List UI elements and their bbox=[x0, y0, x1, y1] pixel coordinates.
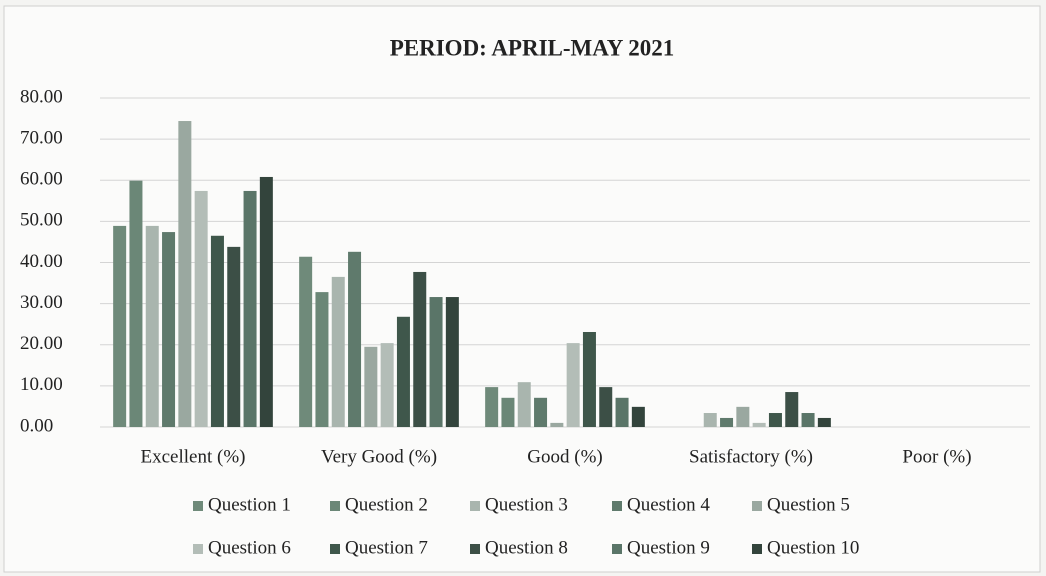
y-tick-label: 40.00 bbox=[20, 251, 63, 272]
x-tick-label: Satisfactory (%) bbox=[689, 446, 813, 467]
bar bbox=[348, 251, 362, 427]
legend-swatch bbox=[193, 501, 203, 511]
legend-label: Question 10 bbox=[767, 537, 859, 558]
bar bbox=[445, 297, 459, 427]
bar bbox=[210, 235, 224, 427]
bar bbox=[396, 316, 410, 427]
bar bbox=[429, 297, 443, 427]
y-tick-label: 0.00 bbox=[20, 415, 53, 436]
bar bbox=[413, 271, 427, 427]
bar bbox=[615, 397, 629, 427]
bar bbox=[178, 121, 192, 427]
bar bbox=[785, 392, 799, 427]
bar bbox=[243, 190, 257, 427]
legend-swatch bbox=[752, 501, 762, 511]
bar bbox=[517, 382, 531, 427]
bar bbox=[566, 343, 580, 427]
bar bbox=[145, 225, 159, 427]
legend-swatch bbox=[330, 501, 340, 511]
chart-frame bbox=[3, 5, 1041, 573]
y-tick-label: 20.00 bbox=[20, 333, 63, 354]
bar bbox=[599, 387, 613, 427]
bar bbox=[162, 232, 176, 427]
y-tick-label: 80.00 bbox=[20, 86, 63, 107]
x-tick-label: Very Good (%) bbox=[321, 446, 437, 467]
legend-label: Question 1 bbox=[208, 494, 291, 515]
x-tick-label: Good (%) bbox=[527, 446, 602, 467]
legend-label: Question 3 bbox=[485, 494, 568, 515]
legend-swatch bbox=[193, 544, 203, 554]
bar bbox=[768, 413, 782, 427]
x-tick-label: Poor (%) bbox=[902, 446, 971, 467]
y-tick-label: 60.00 bbox=[20, 169, 63, 190]
bar bbox=[331, 276, 345, 427]
bar bbox=[501, 397, 515, 427]
legend-swatch bbox=[612, 544, 622, 554]
y-tick-label: 70.00 bbox=[20, 127, 63, 148]
bar bbox=[801, 413, 815, 427]
bar bbox=[227, 246, 241, 427]
legend-label: Question 6 bbox=[208, 537, 291, 558]
bar bbox=[259, 176, 273, 427]
y-tick-label: 30.00 bbox=[20, 292, 63, 313]
bar bbox=[703, 413, 717, 427]
chart-title: PERIOD: APRIL-MAY 2021 bbox=[390, 35, 675, 60]
bar bbox=[113, 225, 127, 427]
bar bbox=[582, 332, 596, 427]
y-tick-label: 10.00 bbox=[20, 374, 63, 395]
bar bbox=[299, 256, 313, 427]
bar bbox=[129, 180, 143, 427]
legend-swatch bbox=[752, 544, 762, 554]
legend-label: Question 5 bbox=[767, 494, 850, 515]
bar bbox=[752, 422, 766, 427]
legend-label: Question 4 bbox=[627, 494, 710, 515]
legend-label: Question 9 bbox=[627, 537, 710, 558]
bar bbox=[631, 406, 645, 427]
bar bbox=[485, 387, 499, 427]
legend-swatch bbox=[470, 544, 480, 554]
x-tick-label: Excellent (%) bbox=[141, 446, 246, 467]
bar bbox=[194, 190, 208, 427]
legend-swatch bbox=[470, 501, 480, 511]
legend-swatch bbox=[330, 544, 340, 554]
legend-label: Question 8 bbox=[485, 537, 568, 558]
legend-swatch bbox=[612, 501, 622, 511]
legend-label: Question 2 bbox=[345, 494, 428, 515]
bar bbox=[364, 346, 378, 427]
bar bbox=[534, 397, 548, 427]
bar bbox=[817, 417, 831, 427]
y-tick-label: 50.00 bbox=[20, 210, 63, 231]
legend-label: Question 7 bbox=[345, 537, 428, 558]
bar bbox=[315, 292, 329, 427]
bar bbox=[380, 343, 394, 427]
bar bbox=[736, 406, 750, 427]
bar bbox=[720, 417, 734, 427]
bar bbox=[550, 422, 564, 427]
